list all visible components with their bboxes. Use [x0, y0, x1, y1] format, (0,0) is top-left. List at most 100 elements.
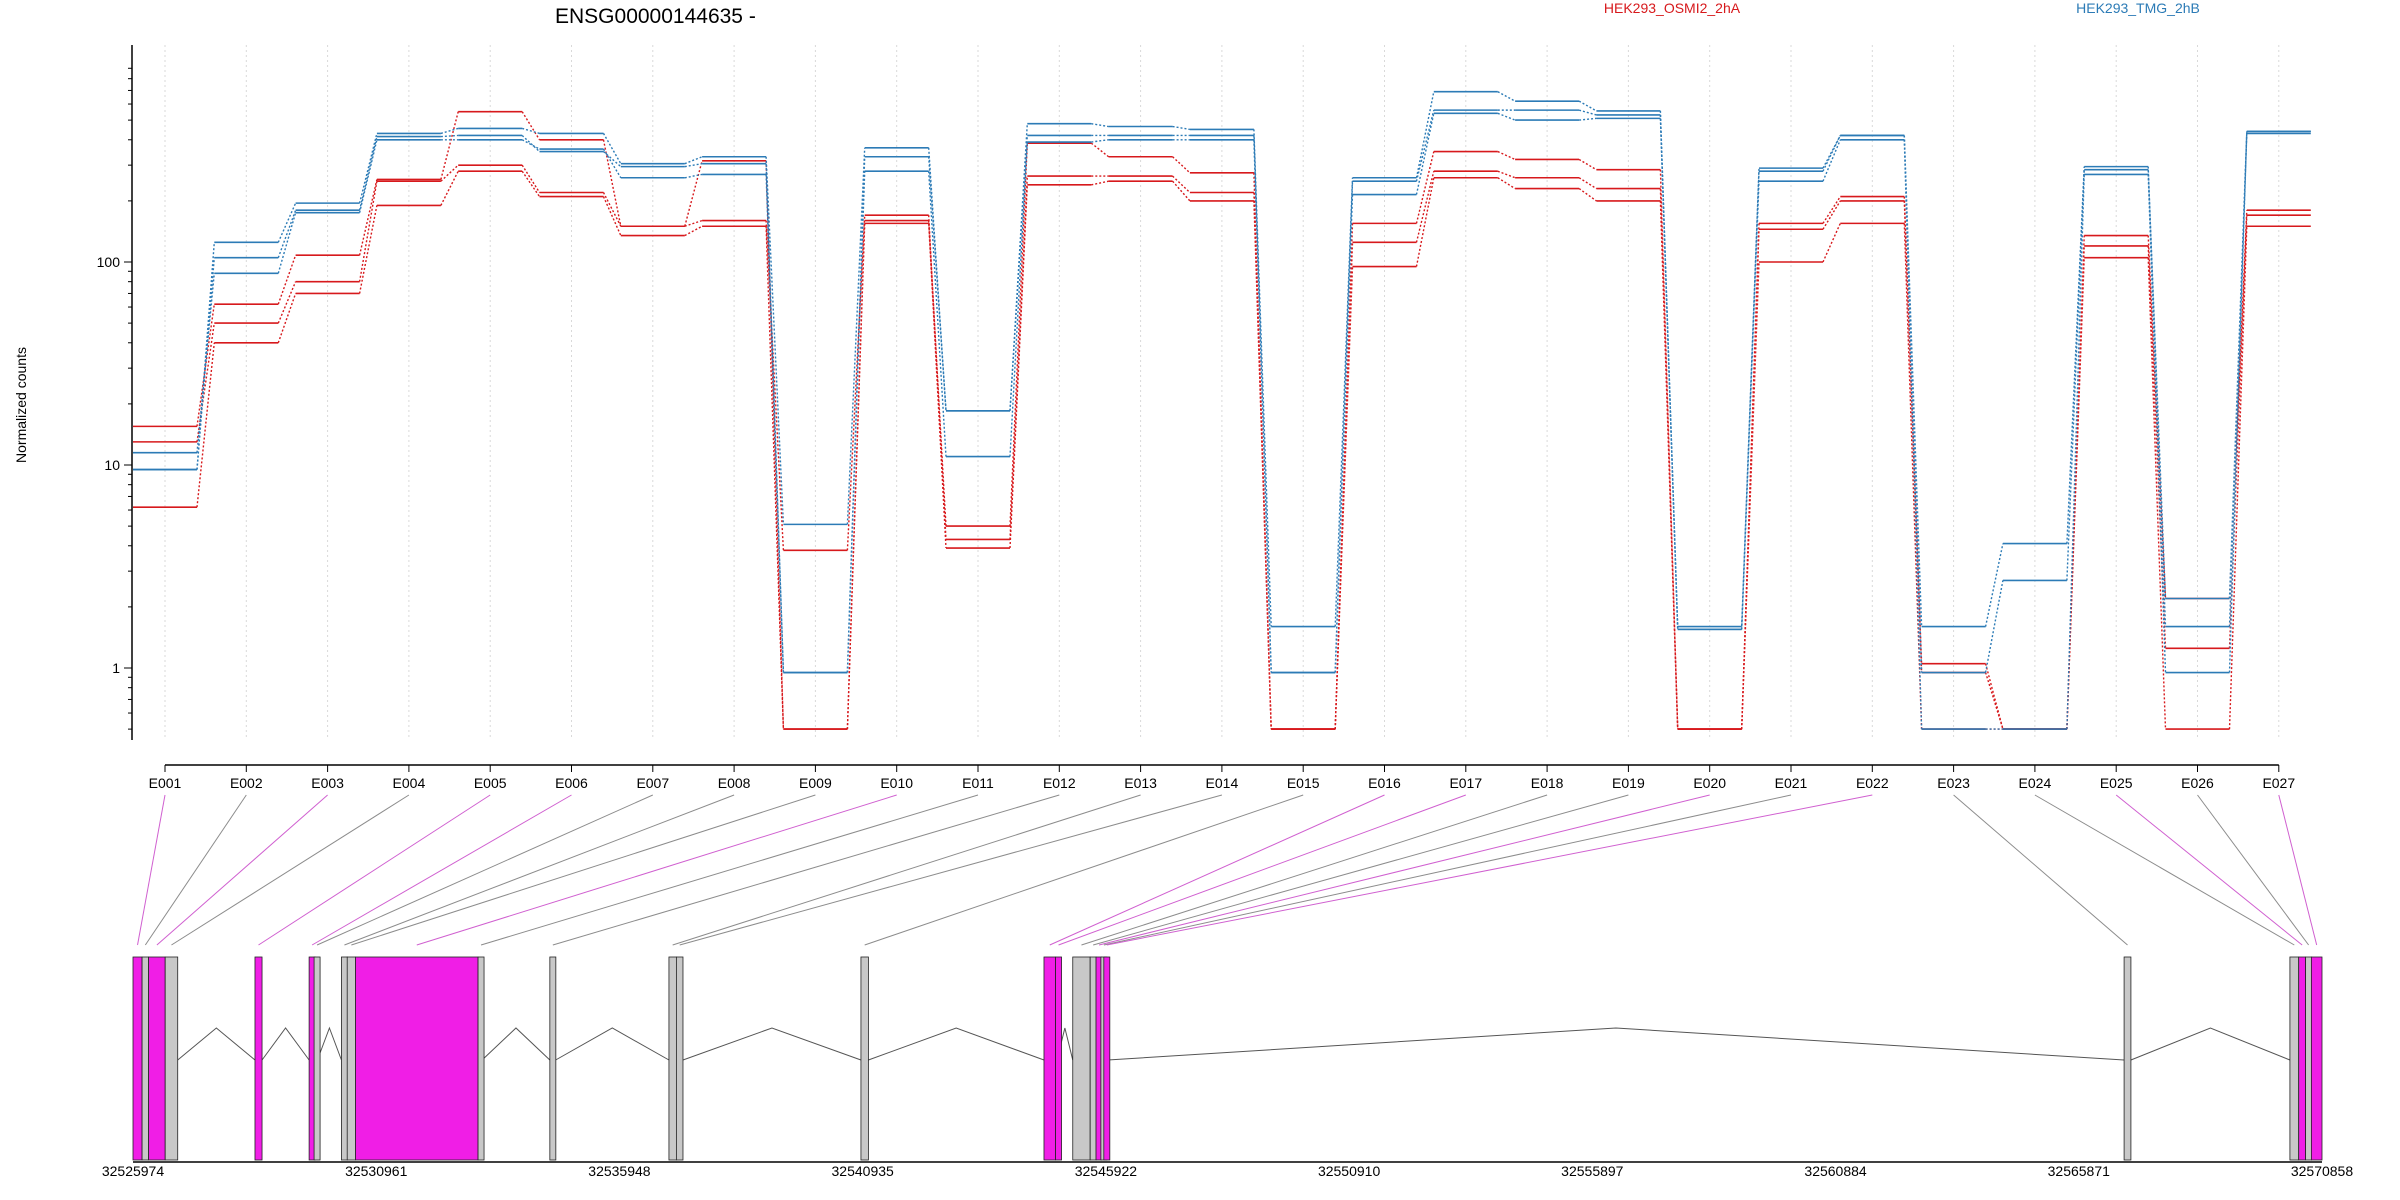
legend-entry-tmg: HEK293_TMG_2hB: [2076, 0, 2200, 16]
connector-E013: [672, 794, 1141, 946]
series-connector: [1659, 118, 1679, 630]
series-connector: [358, 181, 378, 282]
connector-E023: [1953, 794, 2128, 946]
axis-layer: 1 10 100 E001 E002 E003 E004 E005 E006 E007 E008 E0…: [97, 45, 2295, 791]
connector-E008: [344, 794, 735, 946]
x-tick-label-E011: E011: [962, 775, 994, 791]
x-tick-label-E007: E007: [636, 775, 669, 791]
series-connector: [1741, 181, 1760, 630]
series-connector: [277, 254, 297, 305]
series-connector: [358, 139, 378, 213]
series-connector: [846, 215, 866, 551]
series-connector: [1090, 142, 1110, 158]
series-connector: [1253, 139, 1272, 673]
series-connector: [521, 134, 540, 153]
exon-E022: [1103, 956, 1111, 1161]
x-tick-label-E025: E025: [2100, 775, 2133, 791]
series-connector: [602, 139, 622, 227]
series-connector: [521, 139, 540, 150]
series-connector: [1984, 543, 2004, 627]
connector-E018: [1081, 794, 1548, 946]
x-tick-label-E014: E014: [1206, 775, 1239, 791]
series-connector: [684, 219, 703, 227]
connector-E024: [2034, 794, 2295, 946]
series-connector: [846, 220, 866, 730]
series-connector: [196, 323, 215, 442]
connector-E004: [171, 794, 410, 946]
connector-E015: [864, 794, 1304, 946]
x-tick-label-E008: E008: [718, 775, 751, 791]
series-connector: [521, 170, 541, 197]
exon-E003: [148, 956, 166, 1161]
x-tick-label-E017: E017: [1449, 775, 1482, 791]
genomic-coordinate-label: 32525974: [102, 1163, 165, 1179]
series-1: [133, 164, 2311, 730]
series-connector: [684, 162, 703, 168]
y-tick-label: 10: [104, 457, 120, 473]
series-connector: [765, 156, 785, 525]
series-connector: [684, 173, 703, 179]
series-connector: [1822, 135, 1841, 172]
exon-E024: [2289, 956, 2300, 1161]
connector-E016: [1049, 794, 1385, 946]
series-connector: [1009, 176, 1028, 540]
x-tick-label-E020: E020: [1693, 775, 1726, 791]
exon-E008: [341, 956, 348, 1161]
gene-model: 32525974 32530961 32535948 32540935 32545922…: [102, 956, 2353, 1179]
x-tick-label-E024: E024: [2019, 775, 2052, 791]
series-connector: [2147, 169, 2167, 599]
series-connector: [928, 156, 947, 411]
series-connector: [1009, 135, 1028, 411]
series-connector: [1659, 169, 1679, 730]
series-connector: [1578, 187, 1597, 202]
exon-E019: [1089, 956, 1097, 1161]
intron: [316, 1026, 342, 1061]
series-connector: [358, 179, 378, 256]
intron: [261, 1027, 310, 1061]
series-connector: [1497, 177, 1516, 190]
series-connector: [2147, 257, 2167, 730]
series-layer: [133, 90, 2311, 730]
series-connector: [1009, 141, 1028, 457]
x-tick-label-E003: E003: [311, 775, 344, 791]
series-connector: [1579, 117, 1597, 121]
series-connector: [522, 127, 540, 135]
intron: [682, 1027, 862, 1061]
series-connector: [1822, 139, 1841, 182]
series-connector: [277, 202, 297, 243]
series-connector: [928, 171, 947, 457]
series-connector: [846, 171, 866, 673]
series-connector: [1415, 109, 1435, 182]
series-connector: [196, 257, 215, 470]
series-connector: [1578, 177, 1597, 190]
series-connector: [1091, 180, 1109, 186]
series-connector: [2066, 174, 2085, 730]
series-connector: [1822, 200, 1841, 230]
exon-E018: [1072, 956, 1091, 1161]
genomic-coordinate-label: 32560884: [1804, 1163, 1867, 1179]
exon-E026: [2305, 956, 2313, 1161]
series-connector: [440, 170, 459, 206]
exon-E007: [313, 956, 321, 1161]
exon-E009: [346, 956, 356, 1161]
series-connector: [2147, 174, 2167, 673]
x-tick-label-E022: E022: [1856, 775, 1889, 791]
x-tick-label-E001: E001: [149, 775, 182, 791]
y-tick-label: 100: [97, 254, 121, 270]
x-tick-label-E010: E010: [880, 775, 913, 791]
series-connector: [440, 134, 459, 138]
exon-E010: [355, 956, 479, 1161]
series-connector: [1497, 91, 1516, 102]
x-tick-label-E027: E027: [2262, 775, 2295, 791]
series-connector: [1497, 170, 1516, 179]
x-tick-label-E018: E018: [1531, 775, 1564, 791]
series-connector: [1172, 156, 1191, 174]
series-connector: [1415, 113, 1435, 195]
connector-E002: [144, 794, 247, 946]
series-connector: [1334, 223, 1354, 730]
series-connector: [440, 127, 459, 135]
series-connector: [602, 133, 622, 165]
intron: [2130, 1027, 2291, 1061]
